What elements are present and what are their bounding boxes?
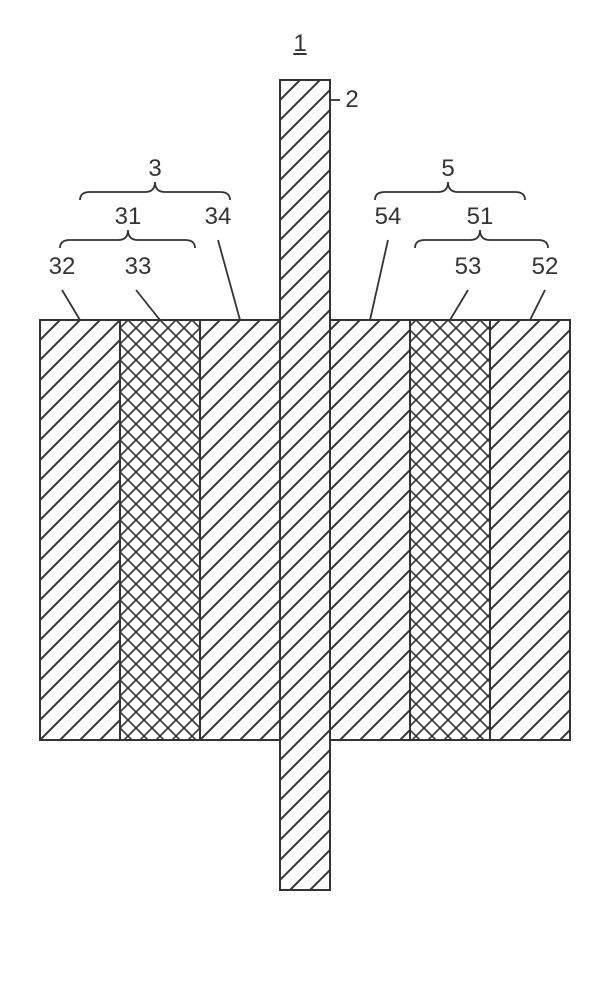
region-54: [330, 320, 410, 740]
label-3: 3: [148, 155, 161, 183]
region-34: [200, 320, 280, 740]
label-31: 31: [115, 203, 142, 231]
label-54: 54: [375, 203, 402, 231]
leader-53: [450, 290, 468, 320]
leader-34: [218, 240, 240, 320]
label-5: 5: [441, 155, 454, 183]
leader-32: [62, 290, 80, 320]
brace-3: [80, 182, 230, 200]
label-2: 2: [345, 86, 358, 114]
label-32: 32: [49, 253, 76, 281]
region-2-center: [280, 80, 330, 890]
label-34: 34: [205, 203, 232, 231]
region-32: [40, 320, 120, 740]
label-53: 53: [455, 253, 482, 281]
brace-31: [60, 230, 195, 248]
brace-51: [415, 230, 548, 248]
label-33: 33: [125, 253, 152, 281]
diagram-container: 1 2 3 31 34 32 33 5 54 51 53 52: [0, 0, 608, 1000]
region-52: [490, 320, 570, 740]
leader-33: [136, 290, 160, 320]
diagram-svg: [0, 0, 608, 1000]
label-52: 52: [532, 253, 559, 281]
leader-54: [370, 240, 388, 320]
brace-5: [375, 182, 525, 200]
region-33: [120, 320, 200, 740]
leader-52: [530, 290, 545, 320]
label-1-main: 1: [293, 30, 306, 58]
region-53: [410, 320, 490, 740]
label-51: 51: [467, 203, 494, 231]
